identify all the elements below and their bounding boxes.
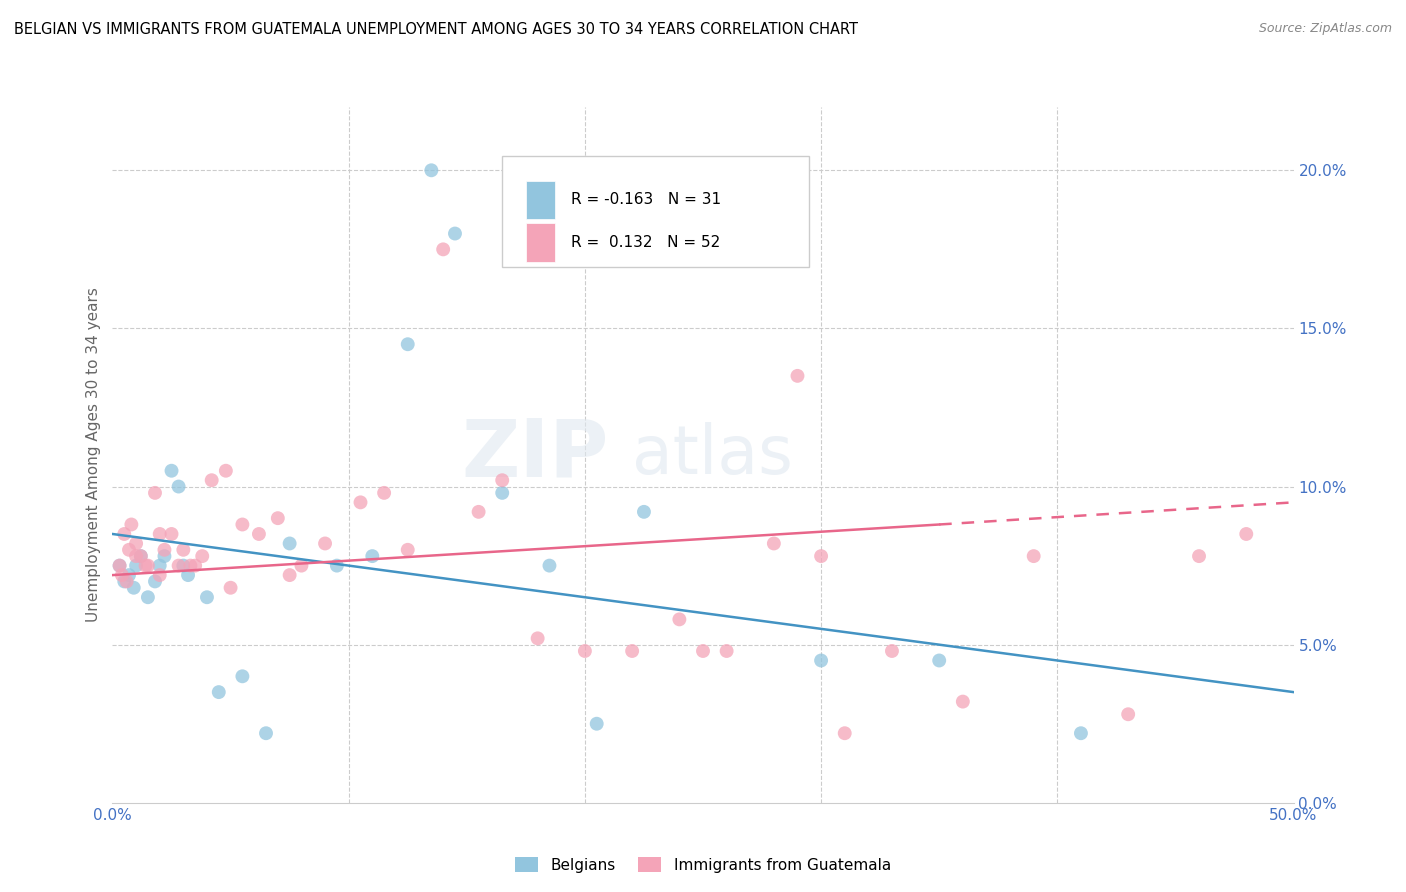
Point bbox=[231, 669, 253, 683]
Point bbox=[692, 644, 714, 658]
Point bbox=[219, 581, 242, 595]
Point bbox=[786, 368, 808, 383]
Point bbox=[108, 558, 131, 573]
FancyBboxPatch shape bbox=[502, 156, 810, 267]
Text: R = -0.163   N = 31: R = -0.163 N = 31 bbox=[571, 192, 721, 207]
Point bbox=[621, 644, 644, 658]
Point bbox=[191, 549, 214, 563]
Point bbox=[172, 542, 194, 557]
Point bbox=[314, 536, 336, 550]
Point bbox=[396, 542, 419, 557]
Point bbox=[160, 527, 183, 541]
Text: atlas: atlas bbox=[633, 422, 793, 488]
Point bbox=[120, 517, 142, 532]
Point bbox=[585, 716, 607, 731]
Text: R =  0.132   N = 52: R = 0.132 N = 52 bbox=[571, 235, 720, 250]
Point bbox=[267, 511, 290, 525]
Point bbox=[349, 495, 371, 509]
Point bbox=[810, 653, 832, 667]
Point bbox=[278, 536, 301, 550]
Point bbox=[361, 549, 384, 563]
Point bbox=[278, 568, 301, 582]
Point bbox=[136, 591, 159, 605]
Point bbox=[135, 558, 157, 573]
Point bbox=[108, 558, 131, 573]
Point bbox=[118, 542, 141, 557]
Point bbox=[254, 726, 277, 740]
Text: ZIP: ZIP bbox=[461, 416, 609, 494]
Point bbox=[149, 527, 172, 541]
Point bbox=[195, 591, 218, 605]
Point bbox=[129, 549, 152, 563]
Text: BELGIAN VS IMMIGRANTS FROM GUATEMALA UNEMPLOYMENT AMONG AGES 30 TO 34 YEARS CORR: BELGIAN VS IMMIGRANTS FROM GUATEMALA UNE… bbox=[14, 22, 858, 37]
Point bbox=[290, 558, 312, 573]
Point bbox=[129, 549, 152, 563]
Point bbox=[880, 644, 903, 658]
Point bbox=[143, 486, 166, 500]
Point bbox=[668, 612, 690, 626]
Point bbox=[716, 644, 738, 658]
Text: Source: ZipAtlas.com: Source: ZipAtlas.com bbox=[1258, 22, 1392, 36]
Point bbox=[538, 558, 561, 573]
Point bbox=[153, 549, 176, 563]
Point bbox=[247, 527, 270, 541]
Point bbox=[633, 505, 655, 519]
Point bbox=[467, 505, 489, 519]
Point bbox=[125, 549, 148, 563]
Bar bbox=[526, 180, 555, 219]
Point bbox=[122, 581, 145, 595]
Point bbox=[149, 568, 172, 582]
Point bbox=[444, 227, 467, 241]
Point bbox=[1070, 726, 1092, 740]
Point bbox=[952, 695, 974, 709]
Point bbox=[1116, 707, 1139, 722]
Point bbox=[125, 558, 148, 573]
Point bbox=[160, 464, 183, 478]
Point bbox=[115, 574, 138, 589]
Point bbox=[118, 568, 141, 582]
Point bbox=[177, 568, 200, 582]
Y-axis label: Unemployment Among Ages 30 to 34 years: Unemployment Among Ages 30 to 34 years bbox=[86, 287, 101, 623]
Point bbox=[167, 479, 190, 493]
Legend: Belgians, Immigrants from Guatemala: Belgians, Immigrants from Guatemala bbox=[509, 850, 897, 879]
Point bbox=[112, 574, 135, 589]
Point bbox=[326, 558, 349, 573]
Point bbox=[112, 527, 135, 541]
Point bbox=[491, 486, 513, 500]
Point bbox=[432, 243, 454, 257]
Point bbox=[172, 558, 194, 573]
Point bbox=[125, 536, 148, 550]
Point bbox=[184, 558, 207, 573]
Bar bbox=[526, 223, 555, 261]
Point bbox=[153, 542, 176, 557]
Point bbox=[231, 517, 253, 532]
Point bbox=[420, 163, 443, 178]
Point bbox=[111, 568, 134, 582]
Point bbox=[373, 486, 395, 500]
Point bbox=[491, 473, 513, 487]
Point bbox=[149, 558, 172, 573]
Point bbox=[179, 558, 201, 573]
Point bbox=[143, 574, 166, 589]
Point bbox=[208, 685, 231, 699]
Point bbox=[136, 558, 159, 573]
Point bbox=[810, 549, 832, 563]
Point bbox=[834, 726, 856, 740]
Point bbox=[396, 337, 419, 351]
Point bbox=[1188, 549, 1211, 563]
Point bbox=[928, 653, 950, 667]
Point bbox=[762, 536, 785, 550]
Point bbox=[201, 473, 224, 487]
Point bbox=[167, 558, 190, 573]
Point bbox=[1022, 549, 1045, 563]
Point bbox=[574, 644, 596, 658]
Point bbox=[215, 464, 238, 478]
Point bbox=[1234, 527, 1257, 541]
Point bbox=[526, 632, 548, 646]
